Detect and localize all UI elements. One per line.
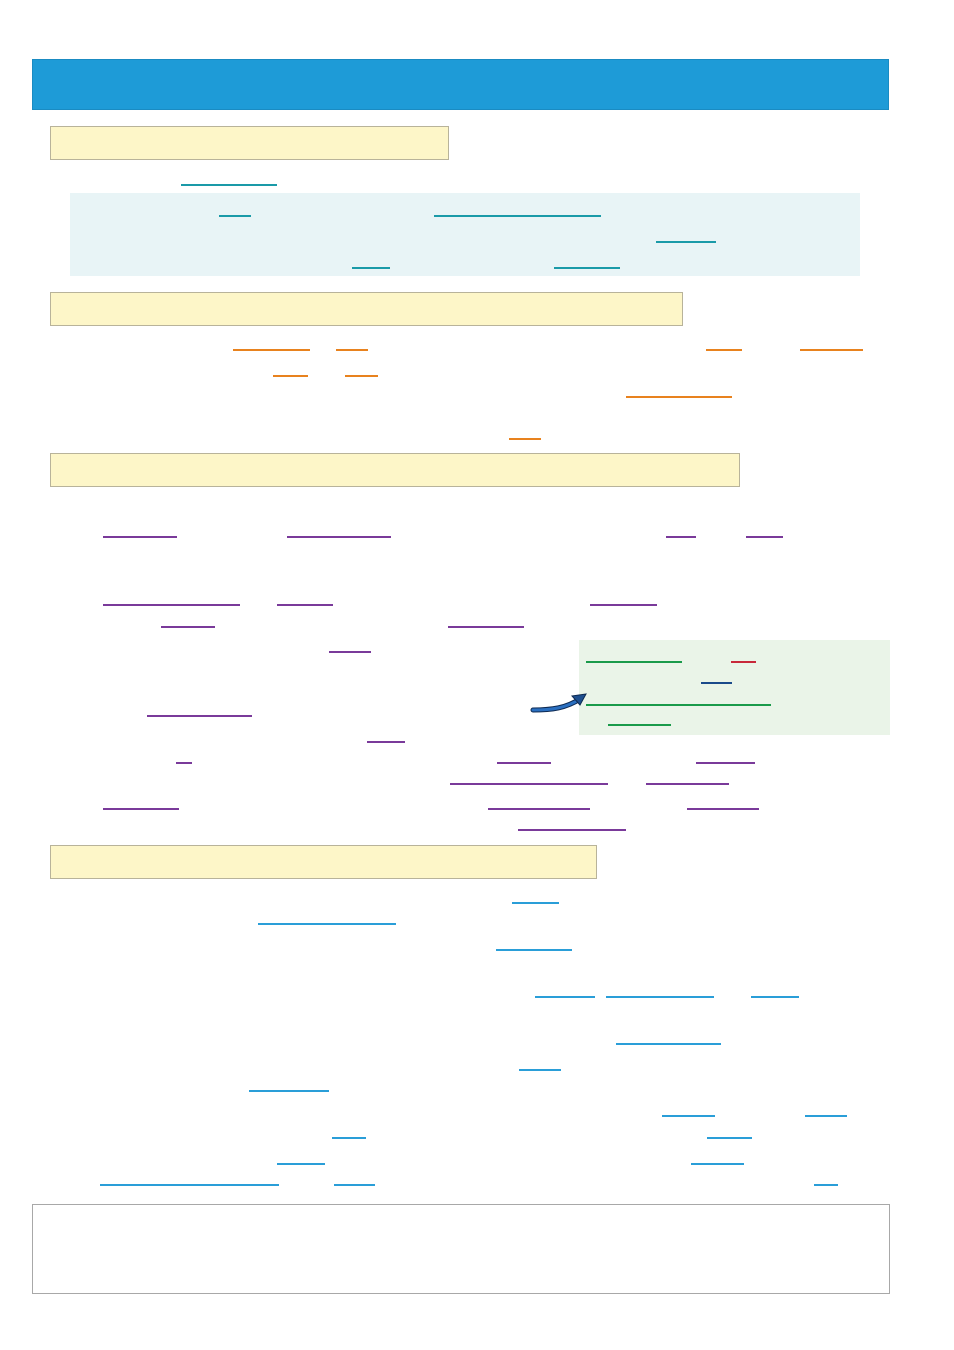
link-underline[interactable] bbox=[233, 349, 310, 351]
link-underline[interactable] bbox=[746, 536, 783, 538]
link-underline[interactable] bbox=[334, 1184, 375, 1186]
link-underline[interactable] bbox=[287, 536, 391, 538]
link-underline[interactable] bbox=[273, 375, 308, 377]
link-underline[interactable] bbox=[626, 396, 732, 398]
link-underline[interactable] bbox=[707, 1137, 752, 1139]
link-underline[interactable] bbox=[805, 1115, 847, 1117]
link-underline[interactable] bbox=[219, 215, 251, 217]
title-bar bbox=[32, 59, 889, 110]
link-underline[interactable] bbox=[434, 215, 601, 217]
note-panel bbox=[70, 193, 860, 276]
link-underline[interactable] bbox=[161, 626, 215, 628]
link-underline[interactable] bbox=[332, 1137, 366, 1139]
link-underline[interactable] bbox=[147, 715, 252, 717]
link-underline[interactable] bbox=[701, 682, 732, 684]
link-underline[interactable] bbox=[646, 783, 729, 785]
link-underline[interactable] bbox=[100, 1184, 279, 1186]
link-underline[interactable] bbox=[800, 349, 863, 351]
link-underline[interactable] bbox=[258, 923, 396, 925]
curved-arrow-icon bbox=[530, 690, 590, 716]
section-heading-4 bbox=[50, 845, 597, 879]
link-underline[interactable] bbox=[535, 996, 595, 998]
link-underline[interactable] bbox=[590, 604, 657, 606]
link-underline[interactable] bbox=[277, 604, 333, 606]
link-underline[interactable] bbox=[367, 741, 405, 743]
link-underline[interactable] bbox=[181, 184, 277, 186]
link-underline[interactable] bbox=[731, 661, 756, 663]
callout-panel bbox=[579, 640, 890, 735]
link-underline[interactable] bbox=[450, 783, 608, 785]
link-underline[interactable] bbox=[706, 349, 742, 351]
link-underline[interactable] bbox=[519, 1069, 561, 1071]
link-underline[interactable] bbox=[518, 829, 626, 831]
link-underline[interactable] bbox=[336, 349, 368, 351]
link-underline[interactable] bbox=[497, 762, 551, 764]
link-underline[interactable] bbox=[616, 1043, 721, 1045]
link-underline[interactable] bbox=[509, 438, 541, 440]
link-underline[interactable] bbox=[696, 762, 755, 764]
link-underline[interactable] bbox=[606, 996, 714, 998]
link-underline[interactable] bbox=[666, 536, 696, 538]
link-underline[interactable] bbox=[329, 651, 371, 653]
link-underline[interactable] bbox=[687, 808, 759, 810]
link-underline[interactable] bbox=[103, 536, 177, 538]
link-underline[interactable] bbox=[691, 1163, 744, 1165]
section-heading-1 bbox=[50, 126, 449, 160]
link-underline[interactable] bbox=[814, 1184, 838, 1186]
link-underline[interactable] bbox=[249, 1090, 329, 1092]
section-heading-3 bbox=[50, 453, 740, 487]
link-underline[interactable] bbox=[586, 704, 771, 706]
link-underline[interactable] bbox=[103, 808, 179, 810]
link-underline[interactable] bbox=[496, 949, 572, 951]
section-heading-2 bbox=[50, 292, 683, 326]
link-underline[interactable] bbox=[176, 762, 192, 764]
link-underline[interactable] bbox=[586, 661, 682, 663]
link-underline[interactable] bbox=[751, 996, 799, 998]
link-underline[interactable] bbox=[662, 1115, 715, 1117]
link-underline[interactable] bbox=[103, 604, 240, 606]
link-underline[interactable] bbox=[352, 267, 390, 269]
link-underline[interactable] bbox=[345, 375, 378, 377]
summary-box bbox=[32, 1204, 890, 1294]
link-underline[interactable] bbox=[656, 241, 716, 243]
link-underline[interactable] bbox=[554, 267, 620, 269]
link-underline[interactable] bbox=[448, 626, 524, 628]
link-underline[interactable] bbox=[608, 724, 671, 726]
link-underline[interactable] bbox=[277, 1163, 325, 1165]
link-underline[interactable] bbox=[488, 808, 590, 810]
link-underline[interactable] bbox=[512, 902, 559, 904]
